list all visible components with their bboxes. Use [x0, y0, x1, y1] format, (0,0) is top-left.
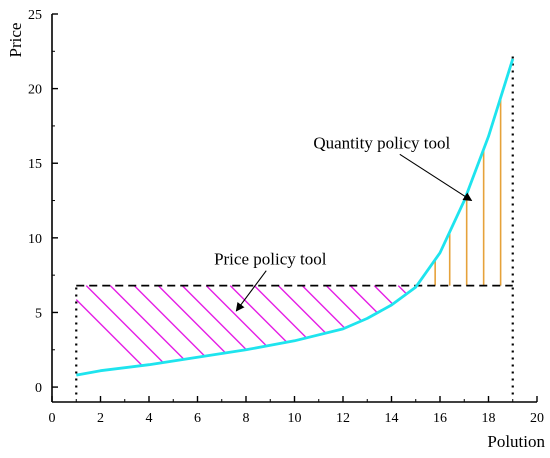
x-tick-label: 0 — [49, 411, 56, 426]
hatch-line — [75, 299, 143, 367]
y-tick-label: 25 — [28, 8, 42, 23]
x-tick-label: 20 — [530, 411, 544, 426]
quantity-policy-label: Quantity policy tool — [313, 133, 450, 152]
hatch-line — [349, 285, 379, 314]
hatch-line — [373, 285, 394, 305]
x-tick-label: 14 — [385, 411, 399, 426]
y-tick-label: 5 — [35, 306, 42, 321]
x-tick-label: 12 — [336, 411, 350, 426]
hatch-line — [181, 285, 248, 351]
hatch-line — [229, 285, 288, 344]
y-tick-label: 10 — [28, 232, 42, 247]
hatch-line — [109, 285, 185, 361]
quantity-policy-arrow — [399, 153, 473, 202]
price-policy-label: Price policy tool — [214, 250, 327, 269]
hatch-line — [325, 285, 363, 322]
hatch-line — [133, 285, 206, 358]
y-axis-title: Price — [6, 23, 25, 58]
hatch-line — [301, 285, 346, 330]
x-axis-title: Polution — [487, 432, 545, 451]
quantity-policy-lines — [434, 97, 502, 286]
supply-curve-layer — [76, 58, 515, 377]
hatch-line — [277, 285, 327, 335]
supply-curve — [76, 58, 515, 377]
x-tick-label: 4 — [146, 411, 153, 426]
price-policy-hatch-area — [75, 285, 408, 367]
hatch-line — [85, 285, 164, 364]
price-policy-arrow — [235, 270, 267, 312]
x-tick-label: 16 — [433, 411, 447, 426]
x-tick-label: 2 — [97, 411, 104, 426]
annotations: Price policy tool Quantity policy tool — [214, 133, 473, 312]
hatch-line — [157, 285, 227, 354]
x-tick-label: 18 — [482, 411, 496, 426]
hatch-line — [253, 285, 308, 339]
y-tick-label: 15 — [28, 157, 42, 172]
x-tick-label: 10 — [288, 411, 302, 426]
axes: 0 2 4 6 8 10 12 14 16 18 20 0 5 10 15 20 25 — [28, 8, 544, 426]
hatch-line — [397, 285, 408, 295]
x-tick-label: 6 — [194, 411, 201, 426]
y-tick-label: 20 — [28, 83, 42, 98]
guide-lines — [75, 55, 514, 395]
y-tick-label: 0 — [35, 381, 42, 396]
x-tick-label: 8 — [243, 411, 250, 426]
hatch-line — [205, 285, 268, 347]
